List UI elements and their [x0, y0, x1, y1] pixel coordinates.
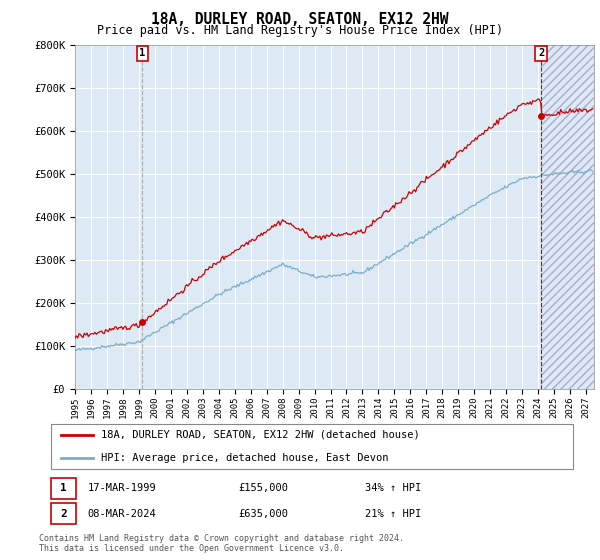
Text: 08-MAR-2024: 08-MAR-2024: [88, 508, 157, 519]
Bar: [50, 478, 76, 498]
Text: HPI: Average price, detached house, East Devon: HPI: Average price, detached house, East…: [101, 453, 388, 463]
Text: 2: 2: [60, 508, 67, 519]
Text: 18A, DURLEY ROAD, SEATON, EX12 2HW (detached house): 18A, DURLEY ROAD, SEATON, EX12 2HW (deta…: [101, 430, 419, 440]
Bar: [50, 503, 76, 524]
Text: £155,000: £155,000: [238, 483, 288, 493]
Text: 18A, DURLEY ROAD, SEATON, EX12 2HW: 18A, DURLEY ROAD, SEATON, EX12 2HW: [151, 12, 449, 27]
Text: 17-MAR-1999: 17-MAR-1999: [88, 483, 157, 493]
Text: 1: 1: [139, 48, 145, 58]
Text: £635,000: £635,000: [238, 508, 288, 519]
Text: 34% ↑ HPI: 34% ↑ HPI: [365, 483, 421, 493]
Text: 21% ↑ HPI: 21% ↑ HPI: [365, 508, 421, 519]
Text: Price paid vs. HM Land Registry's House Price Index (HPI): Price paid vs. HM Land Registry's House …: [97, 24, 503, 36]
Text: Contains HM Land Registry data © Crown copyright and database right 2024.
This d: Contains HM Land Registry data © Crown c…: [39, 534, 404, 553]
Text: 1: 1: [60, 483, 67, 493]
Text: 2: 2: [538, 48, 544, 58]
